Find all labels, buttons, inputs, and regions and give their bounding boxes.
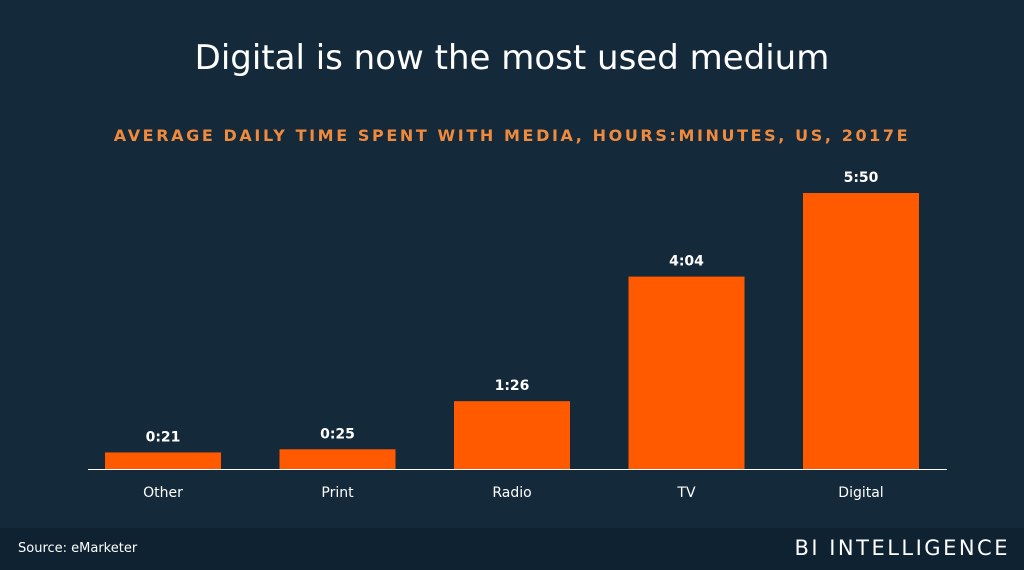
data-label-other: 0:21 <box>146 429 181 445</box>
data-label-digital: 5:50 <box>844 170 879 186</box>
bar-radio <box>454 401 570 469</box>
data-label-radio: 1:26 <box>495 378 530 394</box>
chart-subtitle: AVERAGE DAILY TIME SPENT WITH MEDIA, HOU… <box>113 126 911 145</box>
x-tick-label-other: Other <box>143 485 183 501</box>
source-note: Source: eMarketer <box>18 541 138 556</box>
x-tick-label-radio: Radio <box>492 485 531 501</box>
brand-logo: BI INTELLIGENCE <box>794 536 1010 560</box>
x-tick-label-digital: Digital <box>838 485 883 501</box>
footer-bar: Source: eMarketer BI INTELLIGENCE <box>0 528 1024 570</box>
data-label-print: 0:25 <box>320 426 355 442</box>
bar-other <box>105 452 221 469</box>
bar-print <box>279 449 396 469</box>
bar-digital <box>803 193 919 469</box>
bar-tv <box>628 276 745 469</box>
x-tick-label-print: Print <box>321 485 354 501</box>
x-tick-label-tv: TV <box>676 485 696 501</box>
data-label-tv: 4:04 <box>669 254 704 270</box>
bar-chart: 0:21 Other 0:25 Print 1:26 Radio 4:04 TV 5:50 Dig… <box>88 170 947 501</box>
chart-title: Digital is now the most used medium <box>194 38 830 78</box>
